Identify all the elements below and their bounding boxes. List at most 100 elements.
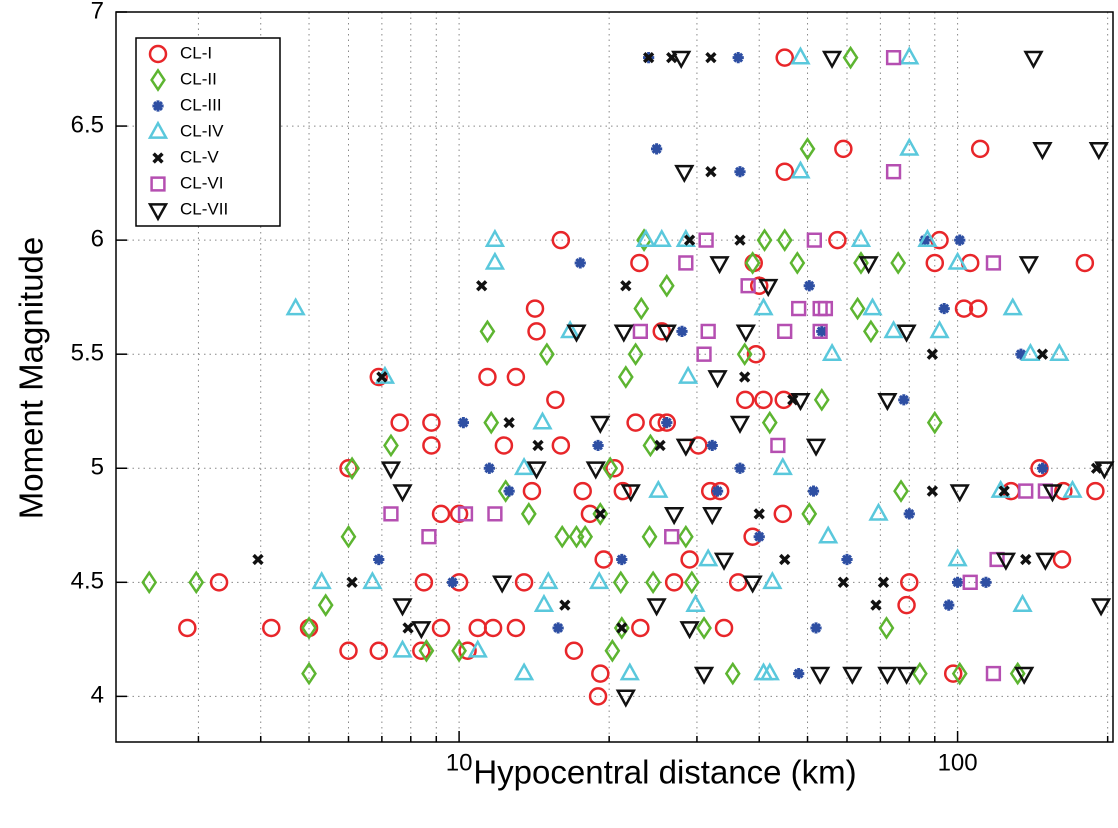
- point: [710, 481, 730, 501]
- point: [821, 50, 843, 69]
- point: [870, 599, 882, 611]
- point: [1075, 253, 1095, 273]
- point: [418, 638, 435, 663]
- point: [627, 342, 644, 367]
- point: [651, 228, 672, 247]
- point: [724, 661, 741, 686]
- point: [654, 439, 666, 452]
- point: [1036, 462, 1049, 474]
- point: [858, 256, 879, 275]
- point: [970, 139, 990, 159]
- point: [620, 280, 632, 292]
- legend-marker: [147, 120, 169, 139]
- point: [775, 48, 794, 67]
- point: [761, 410, 778, 435]
- point: [538, 342, 555, 367]
- point: [362, 570, 383, 590]
- point: [705, 166, 717, 178]
- point: [301, 661, 317, 686]
- point: [837, 576, 849, 588]
- point: [898, 394, 910, 406]
- point: [1088, 142, 1109, 161]
- point: [893, 479, 909, 503]
- point: [877, 666, 898, 685]
- point: [680, 550, 699, 569]
- point: [589, 570, 610, 590]
- point: [526, 461, 547, 480]
- point: [631, 618, 650, 638]
- point: [1018, 256, 1040, 275]
- point: [753, 508, 765, 520]
- point: [626, 413, 645, 432]
- point: [1090, 462, 1103, 474]
- point: [671, 50, 692, 69]
- point: [714, 618, 734, 638]
- point: [616, 553, 628, 566]
- legend-box: [135, 37, 281, 227]
- point: [810, 666, 831, 685]
- point: [805, 438, 827, 457]
- x-axis-label: Hypocentral distance (km): [473, 754, 856, 791]
- point: [951, 661, 968, 686]
- point: [740, 278, 756, 294]
- point: [612, 570, 629, 595]
- point: [613, 324, 634, 343]
- point: [458, 641, 477, 660]
- point: [664, 507, 685, 526]
- point: [577, 524, 594, 549]
- point: [594, 508, 606, 520]
- point: [554, 524, 571, 549]
- point: [613, 481, 633, 501]
- point: [522, 481, 542, 501]
- point: [1009, 661, 1026, 686]
- point: [1090, 598, 1112, 617]
- point: [369, 367, 389, 387]
- point: [483, 462, 495, 474]
- point: [770, 437, 786, 454]
- point: [520, 502, 537, 526]
- point: [532, 439, 544, 452]
- point: [850, 228, 872, 247]
- point: [790, 160, 811, 179]
- point: [713, 552, 735, 571]
- point: [585, 461, 606, 480]
- point: [642, 433, 659, 458]
- point: [926, 485, 938, 497]
- point: [492, 575, 513, 594]
- point: [903, 508, 915, 520]
- point: [532, 411, 553, 430]
- point: [538, 570, 559, 590]
- point: [650, 143, 663, 155]
- point: [605, 459, 624, 478]
- point: [685, 593, 706, 612]
- y-axis-label: Moment Magnitude: [13, 237, 50, 519]
- point: [633, 296, 650, 321]
- point: [551, 436, 571, 455]
- point: [340, 524, 357, 549]
- point: [696, 616, 712, 640]
- point: [506, 618, 526, 638]
- point: [527, 322, 546, 341]
- point: [709, 256, 730, 275]
- point: [483, 618, 503, 638]
- point: [734, 462, 746, 474]
- x-tick-label: 10: [446, 749, 473, 776]
- point: [683, 570, 700, 595]
- point: [383, 506, 399, 522]
- legend-label: CL-V: [180, 147, 219, 166]
- point: [968, 299, 988, 318]
- y-tick-label: 7: [91, 0, 104, 24]
- point: [1062, 479, 1083, 498]
- point: [446, 576, 459, 588]
- point: [339, 459, 358, 478]
- point: [897, 595, 916, 615]
- point: [262, 618, 281, 638]
- point: [980, 576, 992, 588]
- point: [559, 599, 571, 611]
- point: [178, 618, 197, 638]
- point: [693, 666, 715, 685]
- point: [995, 552, 1017, 571]
- point: [762, 570, 783, 590]
- point: [564, 641, 584, 660]
